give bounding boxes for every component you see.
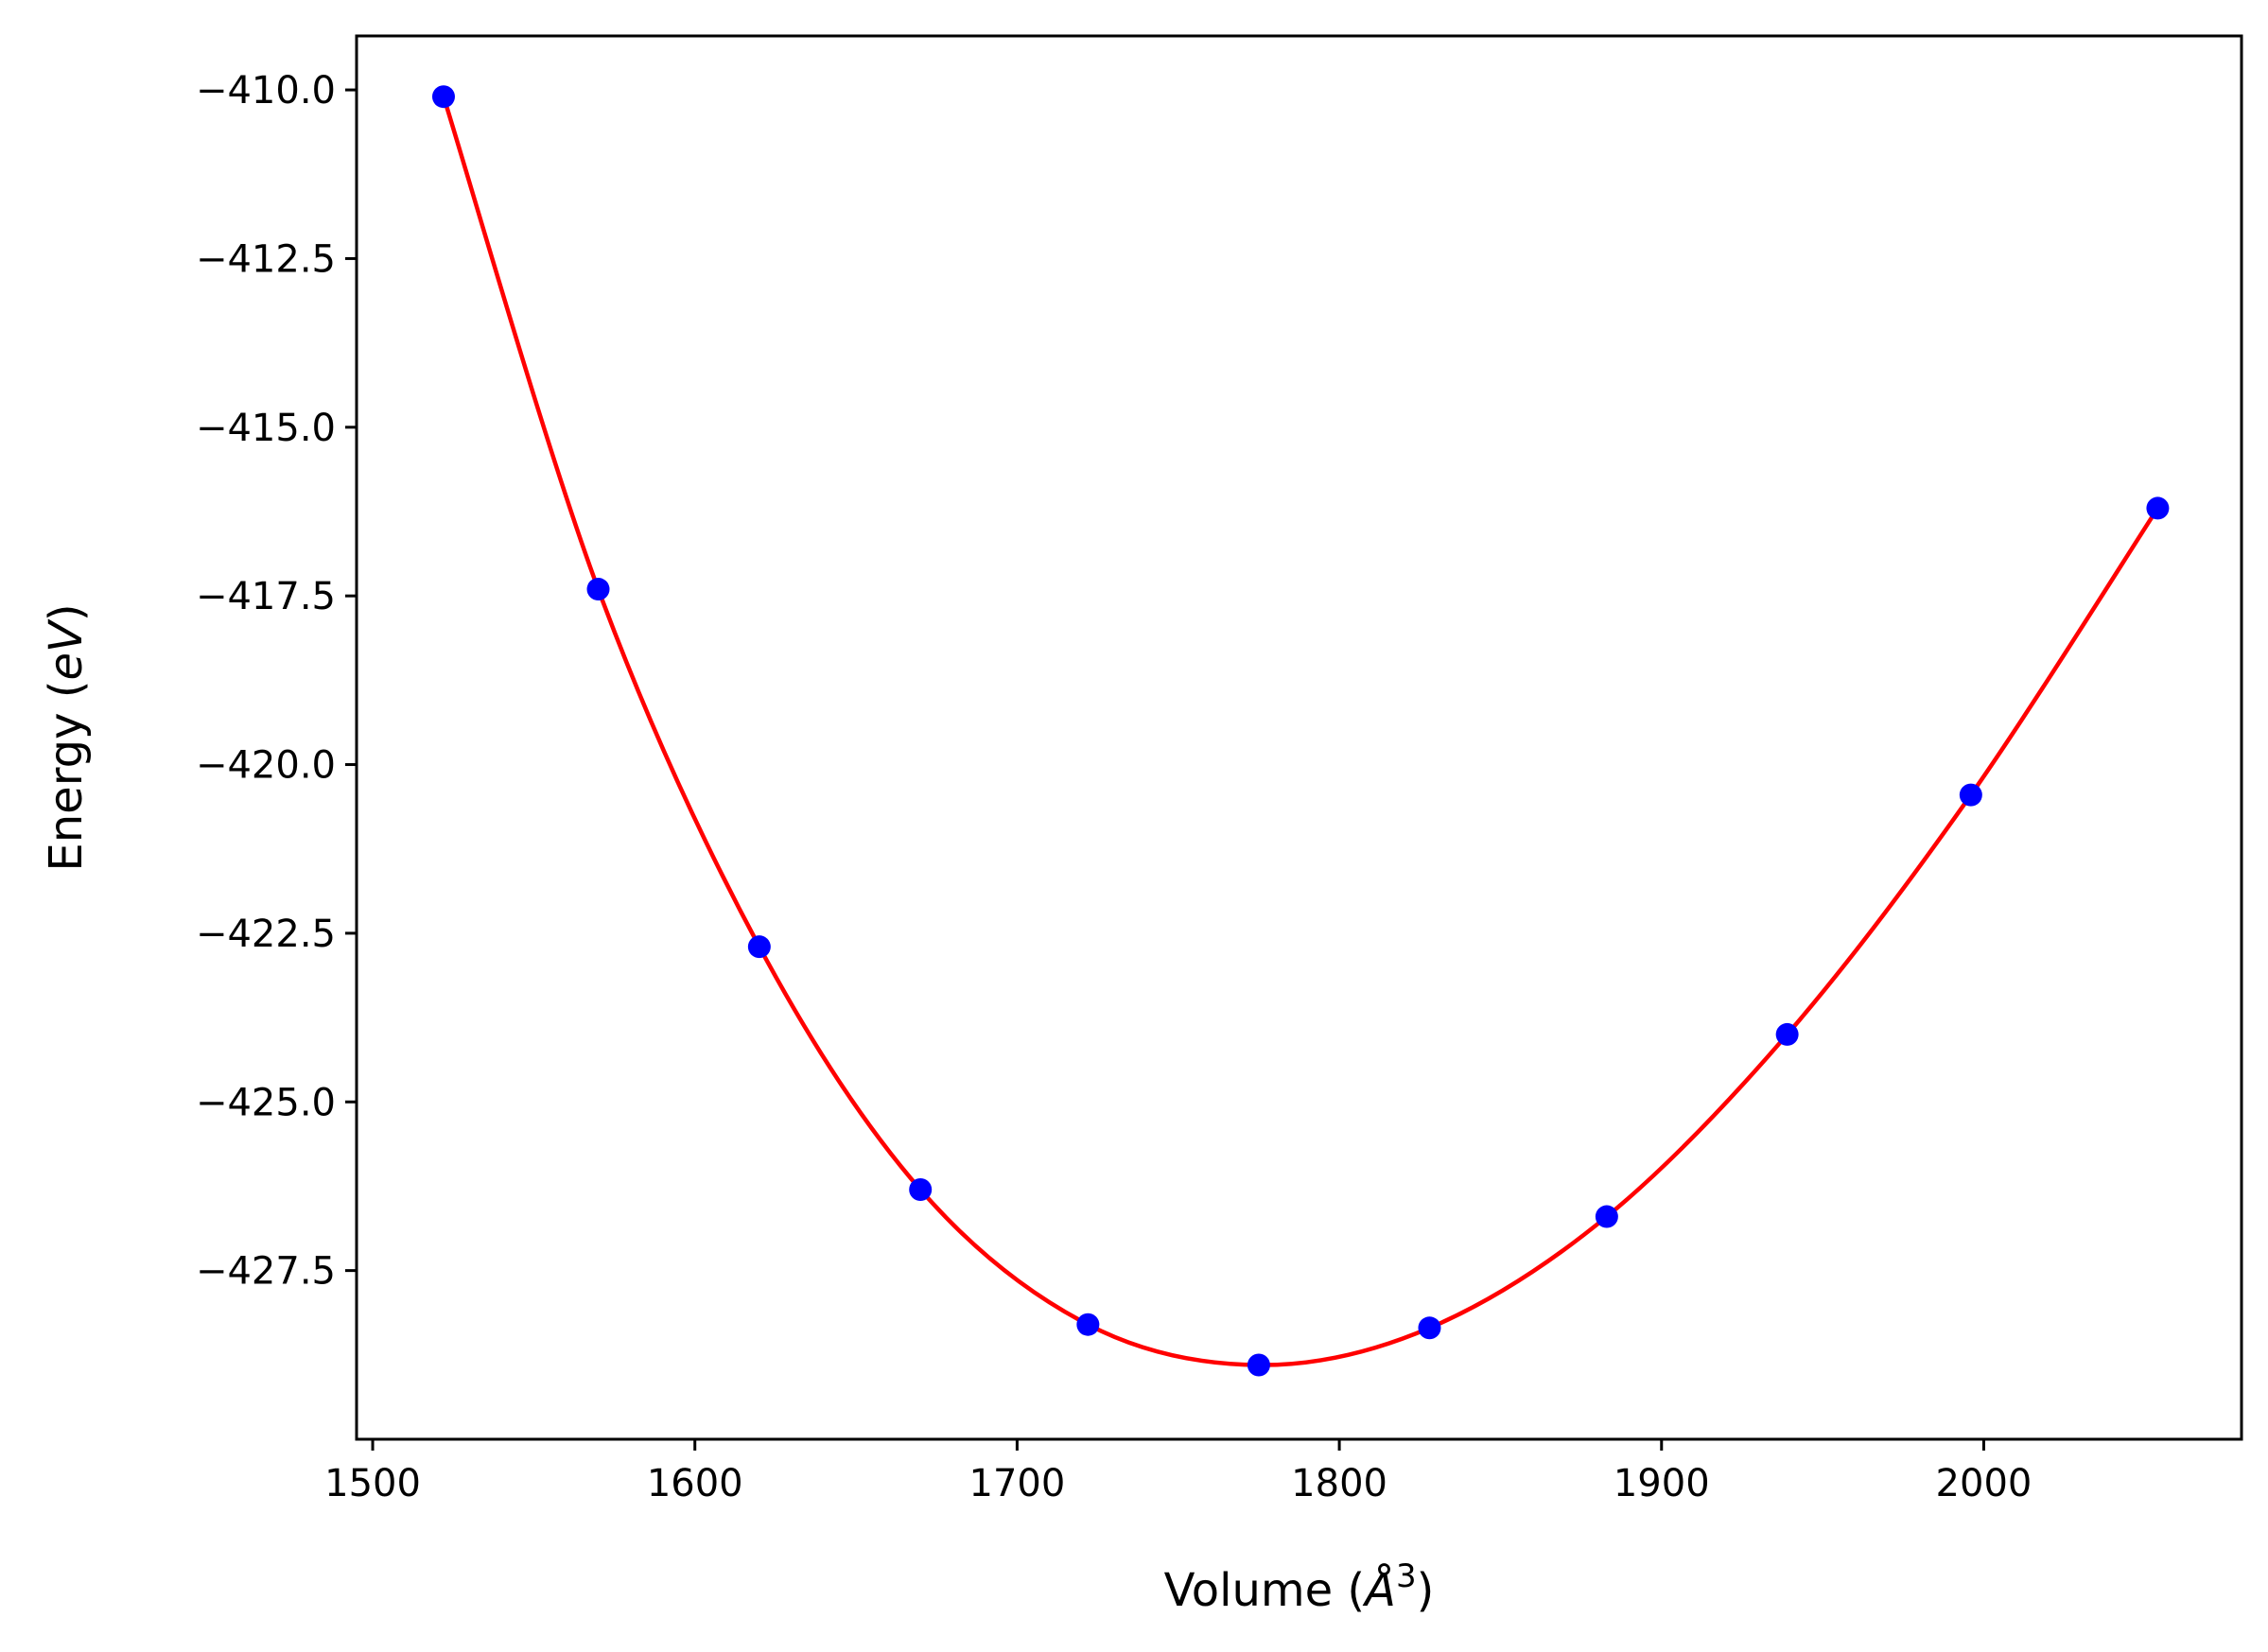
y-tick-label: −422.5	[196, 913, 336, 956]
x-tick-label: 1600	[647, 1462, 743, 1505]
data-point	[1247, 1353, 1270, 1377]
data-point	[586, 578, 610, 601]
y-axis-ticks: −410.0 −412.5 −415.0 −417.5 −420.0 −422.5 −425…	[196, 69, 357, 1294]
x-tick-label: 1500	[324, 1462, 421, 1505]
x-axis-label: Volume (Å3)	[1164, 1557, 1435, 1617]
data-point	[1775, 1022, 1799, 1046]
plot-area	[431, 85, 2170, 1377]
x-axis-ticks: 1500 1600 1700 1800 1900 2000	[324, 1439, 2032, 1505]
x-tick-label: 1900	[1614, 1462, 1710, 1505]
data-point	[2146, 496, 2170, 520]
data-point	[1076, 1313, 1100, 1336]
plot-frame	[355, 34, 2243, 1441]
y-tick-label: −412.5	[196, 237, 336, 281]
y-tick-label: −417.5	[196, 575, 336, 618]
x-axis-label-open-paren: (	[1333, 1564, 1365, 1617]
data-point	[747, 935, 771, 959]
data-point	[1418, 1316, 1441, 1340]
data-point	[1959, 783, 1982, 807]
x-tick-label: 2000	[1936, 1462, 2032, 1505]
y-tick-label: −425.0	[196, 1081, 336, 1124]
x-tick-label: 1700	[969, 1462, 1066, 1505]
y-tick-label: −415.0	[196, 407, 336, 450]
x-axis-unit: Å	[1362, 1563, 1396, 1617]
x-tick-label: 1800	[1291, 1462, 1387, 1505]
data-point	[909, 1178, 933, 1202]
x-axis-label-close-paren: )	[1417, 1564, 1435, 1617]
y-axis-label-text: Energy	[40, 713, 93, 872]
y-tick-label: −410.0	[196, 69, 336, 113]
data-point	[1595, 1205, 1618, 1228]
fit-curve	[441, 96, 2160, 1367]
data-point	[431, 85, 455, 109]
x-axis-label-text: Volume	[1164, 1564, 1334, 1617]
y-axis-label-close-paren: )	[40, 603, 93, 621]
y-tick-label: −420.0	[196, 744, 336, 788]
y-axis-unit: eV	[40, 618, 93, 681]
y-axis-label-open-paren: (	[40, 681, 93, 713]
y-axis-label: Energy (eV)	[40, 603, 93, 871]
x-axis-unit-exponent: 3	[1396, 1557, 1417, 1595]
y-tick-label: −427.5	[196, 1250, 336, 1294]
